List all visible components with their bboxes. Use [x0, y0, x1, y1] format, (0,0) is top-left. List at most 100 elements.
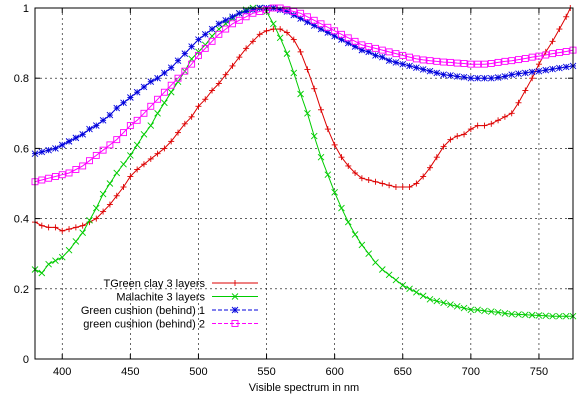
- data-point: [92, 151, 100, 159]
- data-point: [324, 23, 332, 31]
- data-point: [174, 78, 182, 86]
- x-tick-label: 450: [121, 366, 139, 378]
- data-point: [140, 109, 148, 117]
- data-point: [515, 311, 522, 318]
- data-point: [99, 190, 107, 198]
- y-tick-label: 0.6: [14, 143, 29, 155]
- data-point: [495, 117, 502, 124]
- data-point: [501, 113, 508, 120]
- data-point: [154, 150, 161, 157]
- legend-swatch-marker: [231, 320, 239, 327]
- data-point: [399, 184, 406, 191]
- data-point: [310, 132, 318, 140]
- data-point: [79, 131, 86, 138]
- data-point: [72, 166, 80, 173]
- data-point: [372, 178, 379, 185]
- data-point: [222, 25, 230, 33]
- data-point: [209, 87, 216, 94]
- grid-layer: [35, 8, 573, 359]
- data-point: [453, 59, 461, 67]
- data-point: [338, 30, 345, 38]
- data-point: [45, 146, 52, 154]
- data-point: [515, 56, 522, 64]
- data-point: [106, 111, 114, 119]
- data-point: [535, 312, 543, 319]
- data-point: [263, 27, 270, 34]
- data-point: [256, 31, 263, 38]
- data-point: [345, 162, 352, 169]
- data-point: [181, 67, 189, 75]
- data-point: [127, 152, 134, 159]
- data-point: [555, 49, 563, 57]
- legend-swatch-marker: [232, 280, 238, 286]
- data-point: [113, 169, 121, 177]
- data-point: [549, 312, 556, 320]
- series-line: [34, 7, 571, 232]
- legend-label: Green cushion (behind) 1: [81, 305, 205, 317]
- series-line: [34, 7, 574, 155]
- data-point: [331, 27, 339, 35]
- data-point: [440, 299, 447, 307]
- data-point: [188, 113, 195, 120]
- y-tick-label: 1: [23, 3, 29, 15]
- data-point: [175, 129, 182, 136]
- data-point: [392, 184, 399, 191]
- y-tick-label: 0.4: [14, 214, 29, 226]
- data-point: [413, 288, 420, 296]
- x-tick-label: 400: [53, 366, 71, 378]
- data-point: [549, 65, 556, 73]
- data-point: [208, 25, 216, 33]
- data-point: [460, 304, 468, 312]
- data-point: [392, 59, 400, 66]
- data-point: [270, 26, 277, 33]
- data-point: [563, 13, 570, 20]
- data-point: [481, 307, 488, 315]
- data-point: [235, 9, 243, 17]
- data-point: [426, 57, 434, 65]
- data-point: [160, 88, 168, 96]
- data-point: [528, 53, 536, 61]
- data-point: [385, 271, 393, 279]
- data-point: [433, 297, 441, 305]
- data-point: [413, 64, 420, 71]
- data-point: [474, 60, 482, 68]
- data-point: [99, 117, 107, 124]
- data-point: [215, 20, 223, 28]
- data-point: [440, 143, 447, 150]
- data-point: [433, 154, 440, 161]
- data-point: [556, 312, 563, 320]
- data-point: [72, 238, 80, 245]
- data-point: [467, 306, 475, 314]
- data-point: [297, 48, 304, 55]
- data-point: [215, 30, 223, 38]
- data-point: [453, 303, 461, 310]
- data-point: [120, 99, 127, 107]
- data-point: [167, 88, 175, 96]
- data-point: [385, 48, 393, 56]
- data-point: [120, 184, 127, 191]
- x-tick-label: 750: [530, 366, 548, 378]
- data-point: [515, 99, 522, 106]
- series-3: [31, 4, 577, 157]
- data-point: [481, 60, 488, 68]
- data-point: [324, 126, 331, 133]
- data-point: [344, 218, 352, 226]
- data-point: [270, 20, 277, 28]
- series-2: [31, 4, 577, 320]
- data-point: [535, 61, 542, 68]
- data-point: [79, 229, 86, 236]
- legend-item: green cushion (behind) 2: [83, 319, 258, 331]
- legend-swatch-marker: [231, 306, 239, 314]
- data-point: [331, 188, 338, 196]
- data-point: [542, 312, 550, 320]
- data-point: [372, 44, 379, 52]
- data-point: [229, 13, 236, 21]
- data-point: [167, 81, 175, 89]
- data-point: [51, 173, 59, 180]
- legend: TGreen clay 3 layers Malachite 3 layersGr…: [81, 278, 258, 331]
- data-point: [99, 146, 107, 154]
- data-point: [562, 312, 570, 320]
- data-point: [147, 102, 155, 110]
- data-point: [113, 136, 121, 144]
- data-point: [379, 180, 386, 187]
